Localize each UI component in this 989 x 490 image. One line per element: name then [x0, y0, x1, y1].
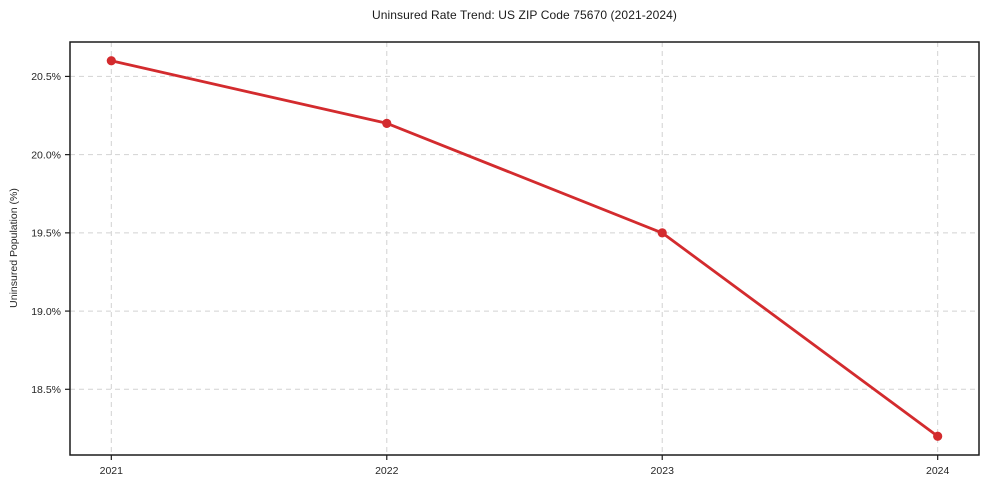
plot-border	[69, 41, 980, 456]
x-tick-label: 2022	[375, 465, 399, 477]
y-tick-label: 20.5%	[31, 71, 61, 83]
chart-title: Uninsured Rate Trend: US ZIP Code 75670 …	[371, 8, 678, 22]
x-tick-label: 2021	[100, 465, 124, 477]
x-tick-label: 2023	[651, 465, 675, 477]
data-point-2022	[382, 118, 392, 128]
y-tick-label: 18.5%	[31, 384, 61, 396]
data-point-2021	[106, 56, 116, 66]
y-tick-label: 20.0%	[31, 149, 61, 161]
y-axis-label: Uninsured Population (%)	[8, 188, 20, 308]
y-tick-label: 19.0%	[31, 306, 61, 318]
x-tick-label: 2024	[926, 465, 950, 477]
data-point-2024	[933, 431, 943, 441]
y-tick-label: 19.5%	[31, 228, 61, 240]
data-point-2023	[657, 228, 667, 238]
trend-line	[109, 59, 940, 438]
